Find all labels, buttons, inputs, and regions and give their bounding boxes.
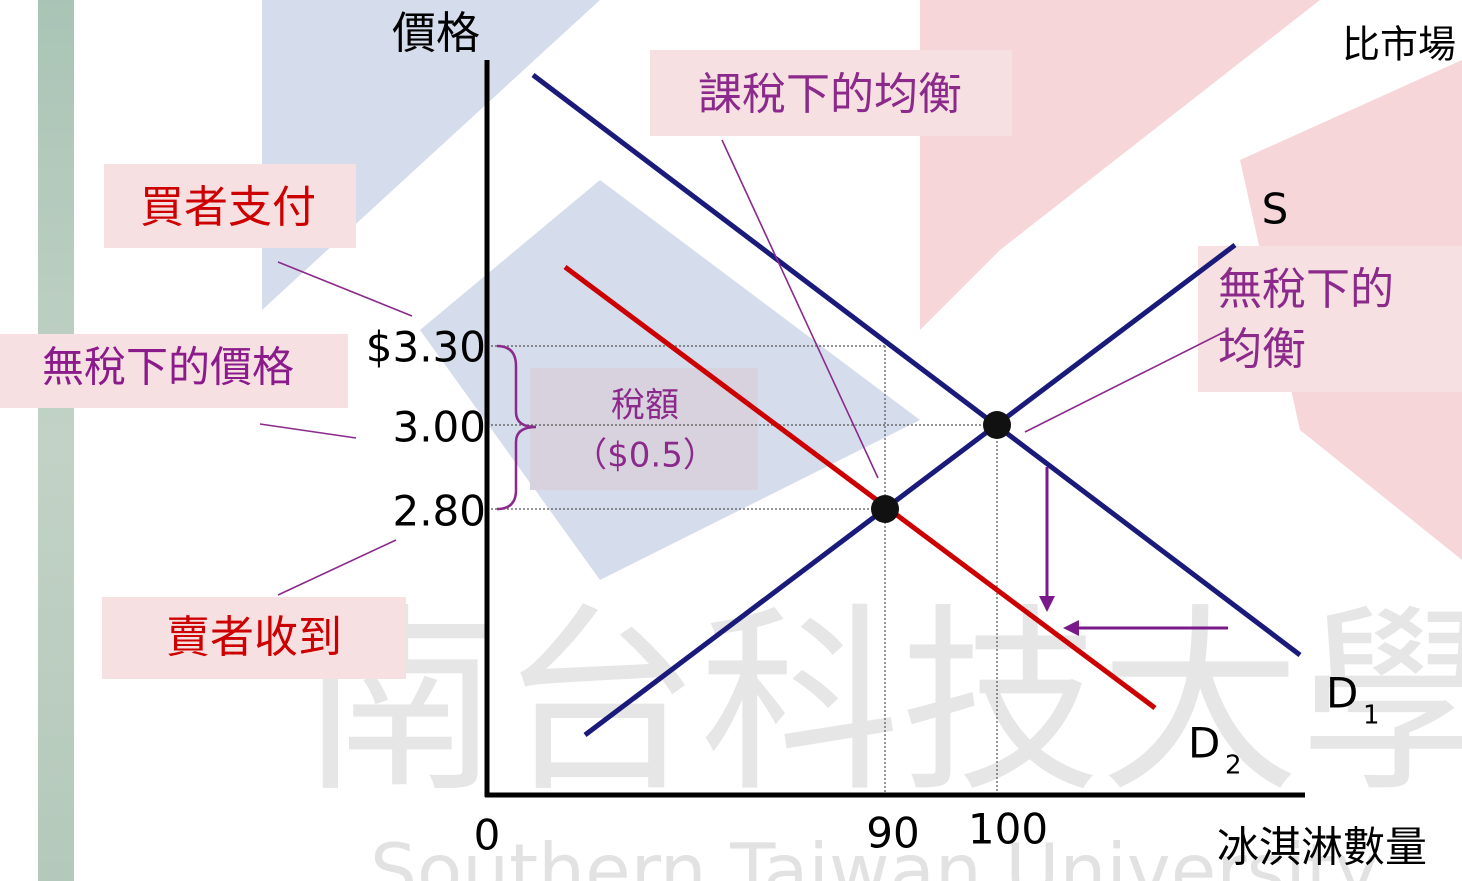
side-strip xyxy=(38,0,74,881)
page: 南台科技大學 Southern Taiwan University 比市場 xyxy=(0,0,1462,881)
curve-label-sub: 1 xyxy=(1363,701,1380,731)
quantity-tick: 100 xyxy=(968,805,1048,854)
corner-text: 比市場 xyxy=(1342,23,1456,67)
label: 均衡 xyxy=(1218,324,1306,375)
label: 無稅下的 xyxy=(1218,264,1394,315)
curve-label: D xyxy=(1326,669,1358,718)
price-tick: 2.80 xyxy=(392,487,486,536)
equilibrium-point xyxy=(871,495,899,523)
watermark: 南台科技大學 xyxy=(300,587,1462,820)
price-tick: $3.30 xyxy=(366,323,486,372)
origin-label: 0 xyxy=(474,811,501,860)
label: 課稅下的均衡 xyxy=(698,69,962,120)
y-axis-label: 價格 xyxy=(392,8,480,59)
label: （$0.5） xyxy=(573,436,717,476)
curve-label-sub: 2 xyxy=(1225,751,1242,781)
curve-label: S xyxy=(1262,185,1289,234)
label: 買者支付 xyxy=(140,182,316,233)
label: 無稅下的價格 xyxy=(42,343,294,392)
equilibrium-point xyxy=(983,411,1011,439)
slide: 南台科技大學 Southern Taiwan University 比市場 xyxy=(0,0,1462,881)
label: 賣者收到 xyxy=(166,612,342,663)
label: 稅額 xyxy=(611,386,679,426)
x-axis-label: 冰淇淋數量 xyxy=(1217,823,1427,872)
curve-label: D xyxy=(1188,719,1220,768)
quantity-tick: 90 xyxy=(866,809,919,858)
price-tick: 3.00 xyxy=(392,403,486,452)
